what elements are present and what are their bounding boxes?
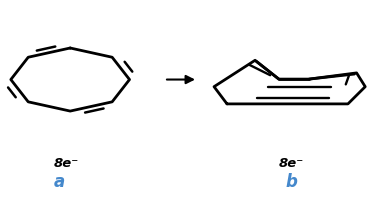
Text: 8e⁻: 8e⁻ bbox=[54, 156, 79, 169]
Text: a: a bbox=[53, 172, 64, 190]
Text: 8e⁻: 8e⁻ bbox=[279, 156, 304, 169]
Text: b: b bbox=[286, 172, 298, 190]
